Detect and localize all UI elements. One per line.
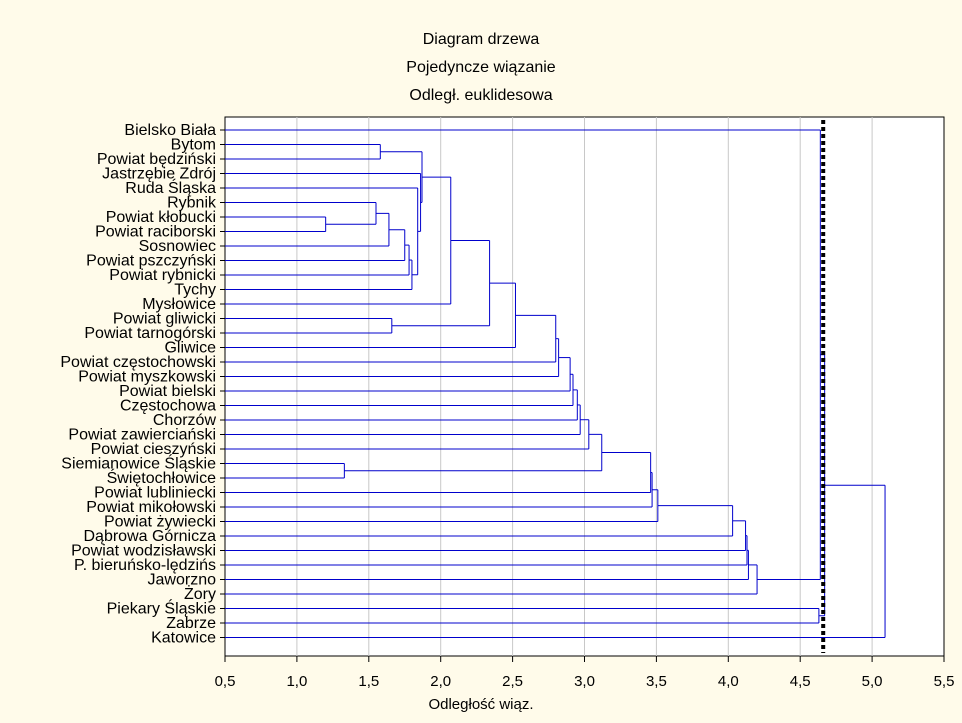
leaf-label: Powiat gliwicki: [113, 311, 216, 328]
leaf-label: Powiat żywiecki: [104, 514, 216, 531]
leaf-label: Powiat pszczyński: [86, 253, 216, 270]
chart-title-block: Diagram drzewa Pojedyncze wiązanie Odleg…: [0, 26, 962, 110]
leaf-label: Świętochłowice: [107, 468, 216, 487]
x-tick-label: 3,5: [646, 673, 667, 690]
leaf-label: Powiat częstochowski: [60, 354, 216, 371]
leaf-label: Piekary Śląskie: [107, 599, 216, 618]
leaf-label: Częstochowa: [120, 398, 216, 415]
leaf-label: Dąbrowa Górnicza: [84, 528, 217, 545]
leaf-label: Bytom: [171, 137, 216, 154]
x-tick-label: 1,0: [286, 673, 307, 690]
leaf-label: Powiat myszkowski: [78, 369, 216, 386]
x-axis-title: Odległość wiąz.: [428, 696, 534, 713]
chart-subtitle-linkage: Pojedyncze wiązanie: [406, 59, 556, 76]
x-tick-label: 2,0: [430, 673, 451, 690]
leaf-label: Powiat bielski: [119, 383, 216, 400]
leaf-label: Siemianowice Śląskie: [61, 454, 216, 473]
leaf-label: Żory: [184, 584, 216, 603]
x-tick-label: 5,5: [934, 673, 955, 690]
leaf-label: Tychy: [174, 282, 216, 299]
leaf-label: Bielsko Biała: [124, 122, 216, 139]
leaf-label: Powiat kłobucki: [106, 209, 216, 226]
leaf-label: P. bieruńsko-lędzińs: [74, 557, 216, 574]
leaf-label: Jaworzno: [148, 572, 217, 589]
leaf-label: Rybnik: [167, 195, 217, 212]
leaf-label: Powiat cieszyński: [91, 441, 216, 458]
x-tick-label: 4,5: [790, 673, 811, 690]
leaf-label: Powiat wodzisławski: [71, 543, 216, 560]
x-tick-label: 1,5: [358, 673, 379, 690]
leaf-label: Powiat mikołowski: [86, 499, 216, 516]
leaf-label: Powiat rybnicki: [109, 267, 216, 284]
leaf-label: Sosnowiec: [139, 238, 216, 255]
leaf-label: Katowice: [151, 630, 216, 647]
chart-subtitle-distance: Odległ. euklidesowa: [409, 87, 553, 104]
leaf-label: Powiat będziński: [97, 151, 216, 168]
x-tick-label: 4,0: [718, 673, 739, 690]
x-tick-label: 5,0: [862, 673, 883, 690]
leaf-label: Gliwice: [164, 340, 216, 357]
leaf-label: Ruda Śląska: [125, 178, 216, 197]
x-tick-label: 2,5: [502, 673, 523, 690]
x-tick-label: 3,0: [574, 673, 595, 690]
leaf-label: Powiat tarnogórski: [84, 325, 216, 342]
leaf-label: Chorzów: [153, 412, 217, 429]
x-tick-label: 0,5: [215, 673, 236, 690]
leaf-label: Powiat lubliniecki: [94, 485, 216, 502]
leaf-label: Powiat raciborski: [95, 224, 216, 241]
leaf-label: Mysłowice: [142, 296, 216, 313]
leaf-label: Zabrze: [166, 615, 216, 632]
leaf-label: Powiat zawierciański: [68, 427, 216, 444]
leaf-label: Jastrzębie Zdrój: [102, 166, 216, 183]
chart-title: Diagram drzewa: [422, 31, 540, 48]
